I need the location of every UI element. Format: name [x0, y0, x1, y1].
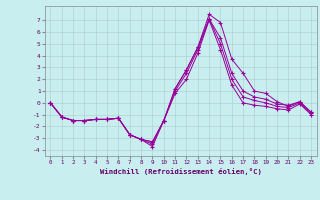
X-axis label: Windchill (Refroidissement éolien,°C): Windchill (Refroidissement éolien,°C)	[100, 168, 262, 175]
